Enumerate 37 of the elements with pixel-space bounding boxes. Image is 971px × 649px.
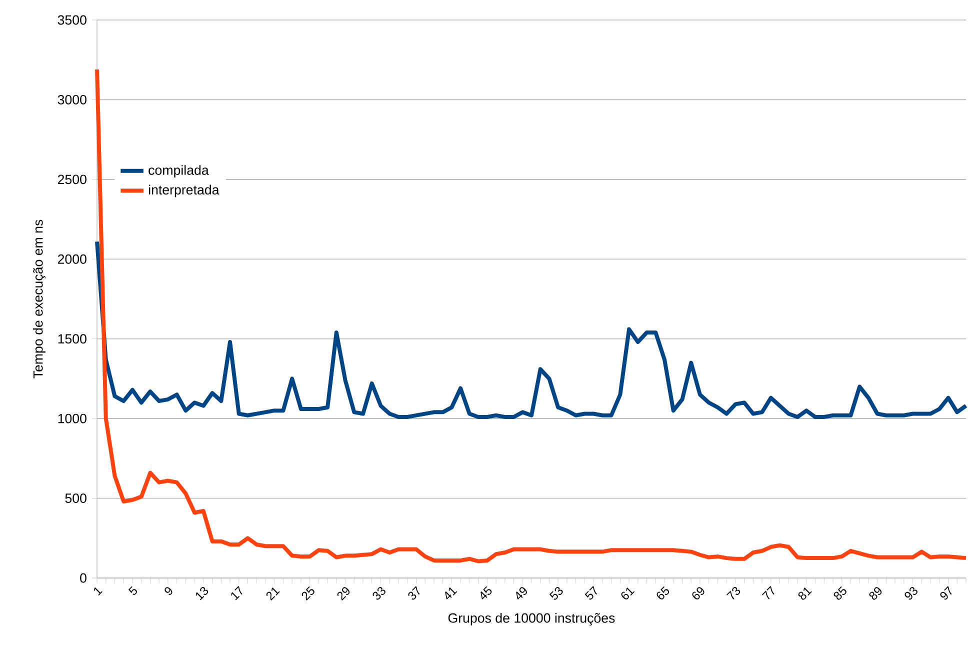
x-tick-label: 33	[372, 587, 386, 600]
y-tick-label: 1500	[58, 334, 86, 344]
x-tick-label: 5	[128, 586, 137, 595]
y-tick-label: 1000	[58, 414, 86, 424]
x-axis-title: Grupos de 10000 instruções	[448, 612, 615, 626]
y-tick-label: 0	[80, 573, 86, 583]
x-tick-label: 45	[480, 586, 492, 600]
x-tick-label: 77	[762, 586, 774, 600]
x-tick-label: 37	[408, 586, 420, 600]
x-tick-label: 97	[940, 586, 952, 600]
x-tick-label: 29	[337, 587, 350, 601]
y-tick-label: 3000	[58, 94, 86, 104]
x-tick-label: 65	[656, 586, 670, 600]
y-tick-label: 3500	[58, 15, 86, 25]
y-axis-title: Tempo de execução em ns	[32, 220, 46, 378]
x-tick-label: 25	[302, 586, 314, 601]
x-tick-label: 1	[94, 587, 102, 596]
x-tick-label: 13	[196, 587, 208, 600]
x-tick-label: 89	[869, 587, 882, 600]
x-tick-label: 49	[516, 587, 527, 600]
y-tick-label: 500	[65, 494, 86, 503]
x-tick-label: 53	[549, 587, 563, 600]
legend-label: compilada	[148, 165, 209, 178]
x-tick-label: 17	[231, 586, 242, 600]
x-tick-label: 93	[904, 587, 918, 600]
x-tick-label: 57	[584, 586, 597, 600]
x-tick-label: 21	[266, 588, 280, 601]
x-tick-label: 73	[726, 587, 740, 600]
legend-label: interpretada	[148, 184, 220, 198]
x-tick-label: 85	[834, 586, 846, 600]
y-tick-label: 2000	[58, 254, 86, 264]
x-tick-label: 81	[798, 588, 812, 600]
x-tick-label: 41	[445, 587, 458, 600]
y-tick-label: 2500	[58, 174, 86, 184]
x-tick-label: 61	[621, 588, 635, 600]
x-tick-label: 69	[692, 587, 704, 600]
x-tick-label: 9	[164, 587, 172, 595]
